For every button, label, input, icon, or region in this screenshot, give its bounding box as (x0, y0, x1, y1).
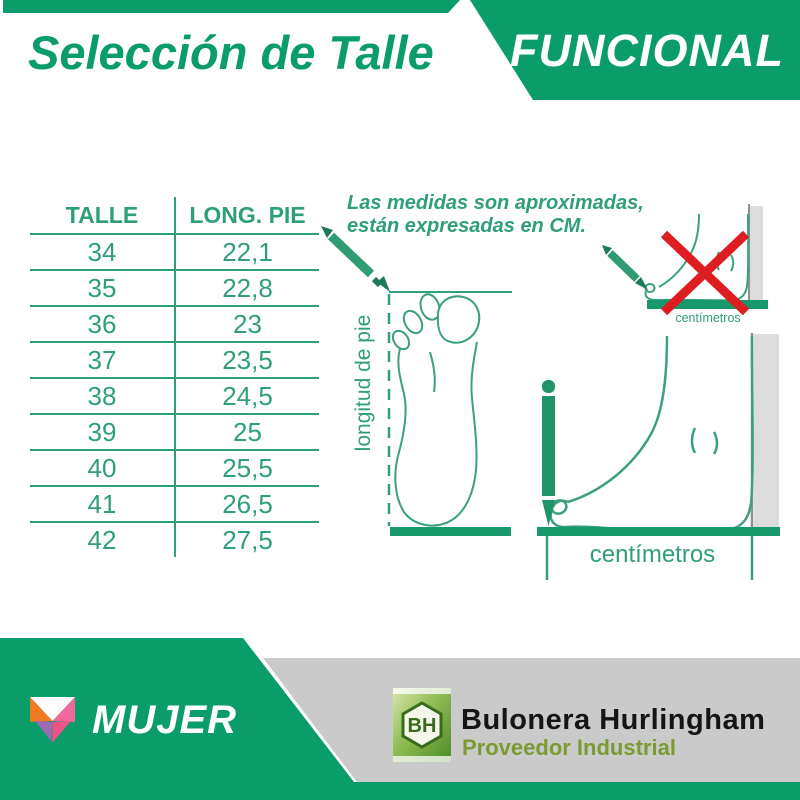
size-table: TALLE LONG. PIE 34 22,1 35 22,8 36 23 37 23,5 38 2… (30, 197, 319, 557)
table-cell: 23,5 (175, 342, 319, 379)
table-cell: 23 (175, 306, 319, 343)
table-cell: 24,5 (175, 378, 319, 415)
table-row: 39 25 (30, 414, 319, 451)
category-label: MUJER (92, 698, 238, 742)
centimeters-label-small: centímetros (675, 311, 741, 325)
seller-tagline: Proveedor Industrial (462, 735, 676, 760)
table-cell: 42 (30, 522, 176, 557)
table-cell: 25,5 (175, 450, 319, 487)
ruler-bar-small (647, 300, 768, 309)
seller-badge-hexagon (401, 701, 443, 749)
table-cell: 35 (30, 270, 176, 307)
ruler-bar-large (537, 527, 780, 536)
size-table-head: TALLE LONG. PIE (30, 197, 319, 235)
header-accent-bar (3, 0, 460, 13)
table-row: 34 22,1 (30, 234, 319, 271)
table-cell: 37 (30, 342, 176, 379)
wall-small (750, 206, 763, 301)
brand-ribbon (470, 0, 800, 100)
footer-seller-panel (263, 658, 800, 782)
table-row: 35 22,8 (30, 270, 319, 307)
page-title: Selección de Talle (28, 26, 434, 79)
seller-badge-text: BH (408, 715, 437, 737)
table-row: 40 25,5 (30, 450, 319, 487)
table-cell: 22,1 (175, 234, 319, 271)
red-cross-icon (660, 230, 750, 316)
pencil-icon (321, 226, 390, 292)
pencil-small-icon (602, 245, 648, 290)
measurement-diagrams (321, 204, 780, 580)
table-row: 41 26,5 (30, 486, 319, 523)
table-cell: 34 (30, 234, 176, 271)
centimeters-label-large: centímetros (589, 541, 716, 568)
foot-side-diagram (537, 333, 780, 580)
foot-length-label: longitud de pie (352, 314, 375, 452)
table-cell: 27,5 (222, 524, 273, 555)
seller-logo: BH (393, 688, 451, 762)
table-cell: 38 (30, 378, 176, 415)
seller-name: Bulonera Hurlingham (461, 704, 766, 736)
table-cell: 26,5 (175, 486, 319, 523)
foot-side-illustration (549, 335, 754, 533)
size-table-body: 34 22,1 35 22,8 36 23 37 23,5 38 24,5 39 25 40 25,5 41… (30, 234, 319, 557)
size-table-column-1: LONG. PIE (175, 197, 319, 235)
foot-length-diagram (321, 226, 512, 536)
note-line-2: están expresadas en CM. (347, 215, 586, 237)
table-row: 36 23 (30, 306, 319, 343)
table-row: 42 27,5 (30, 522, 319, 557)
ruler-bar (390, 527, 511, 536)
pencil-vertical-icon (542, 380, 555, 526)
foot-side-small-illustration (644, 213, 750, 302)
table-cell: 40 (30, 450, 176, 487)
table-cell: 25 (175, 414, 319, 451)
measurement-note: Las medidas son aproximadas, están expre… (347, 192, 644, 238)
table-cell: 41 (30, 486, 176, 523)
wall-large (754, 334, 779, 528)
category-gem-logo (30, 697, 75, 743)
brand-title: FUNCIONAL (510, 25, 784, 76)
table-cell: 39 (30, 414, 176, 451)
foot-sole-illustration (391, 293, 481, 527)
wrong-method-diagram (602, 204, 768, 316)
table-cell: 22,8 (175, 270, 319, 307)
table-row: 37 23,5 (30, 342, 319, 379)
table-cell: 36 (30, 306, 176, 343)
size-table-column-0: TALLE (30, 197, 176, 235)
footer-bottom-strip (0, 782, 800, 800)
note-line-1: Las medidas son aproximadas, (347, 192, 644, 214)
table-row: 38 24,5 (30, 378, 319, 415)
